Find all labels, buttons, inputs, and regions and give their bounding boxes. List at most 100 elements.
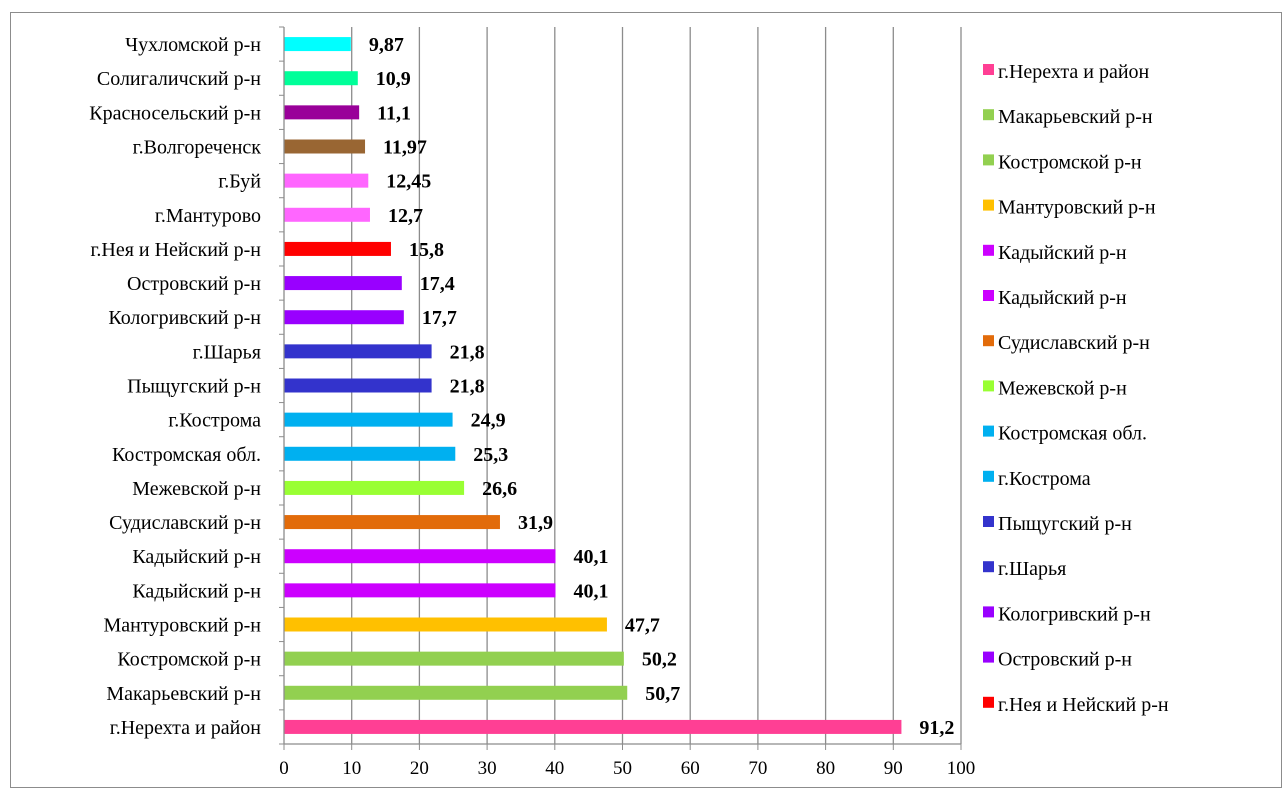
data-label: 15,8 <box>409 239 444 261</box>
legend-swatch <box>983 154 994 166</box>
legend-swatch <box>983 244 994 256</box>
legend-swatch <box>983 651 994 663</box>
legend-label: Мантуровский р-н <box>998 197 1156 219</box>
data-label: 11,1 <box>377 102 411 124</box>
x-tick-label: 0 <box>279 758 289 779</box>
legend-swatch <box>983 561 994 573</box>
category-label: Межевской р-н <box>132 478 261 500</box>
gridlines <box>351 27 962 744</box>
legend-swatch <box>983 516 994 527</box>
x-tick-label: 100 <box>947 758 976 779</box>
category-label: Мантуровский р-н <box>103 615 261 637</box>
bar <box>284 617 607 632</box>
legend-swatch <box>983 64 994 75</box>
data-label: 17,4 <box>420 273 455 295</box>
bar <box>284 651 624 666</box>
bar <box>284 105 360 120</box>
bar <box>284 241 391 256</box>
bar <box>284 446 456 461</box>
category-label: г.Нея и Нейский р-н <box>90 239 261 261</box>
data-label: 21,8 <box>450 376 485 398</box>
legend-label: Костромская обл. <box>998 423 1147 445</box>
x-tick-label: 50 <box>613 758 632 779</box>
data-label: 26,6 <box>482 478 517 500</box>
bar <box>284 549 556 564</box>
x-tick-label: 80 <box>816 758 835 779</box>
bars: 91,2 50,7 50,2 47,7 40,1 40,1 31,926,6 25,3 24,9… <box>284 34 954 739</box>
data-label: 17,7 <box>422 307 457 329</box>
category-label: Кадыйский р-н <box>132 580 261 602</box>
category-label: Судиславский р-н <box>109 512 261 534</box>
bar <box>284 207 370 222</box>
legend: г.Нерехта и район Макарьевский р-н Костром… <box>983 61 1169 716</box>
category-label: г.Мантурово <box>155 205 261 227</box>
bar <box>284 37 351 52</box>
x-tick-label: 40 <box>545 758 564 779</box>
x-tick-label: 20 <box>410 758 429 779</box>
bar <box>284 685 628 700</box>
legend-label: Кадыйский р-н <box>998 242 1127 264</box>
category-label: г.Кострома <box>168 410 261 432</box>
bar <box>284 310 404 325</box>
data-label: 10,9 <box>376 68 411 90</box>
legend-label: Костромской р-н <box>998 151 1142 173</box>
bar <box>284 344 432 359</box>
category-label: Чухломской р-н <box>125 34 261 56</box>
bar <box>284 139 366 154</box>
bar <box>284 515 500 530</box>
legend-swatch <box>983 109 994 121</box>
x-tick-label: 10 <box>342 758 361 779</box>
legend-label: Кадыйский р-н <box>998 287 1127 309</box>
x-tick-label: 70 <box>748 758 767 779</box>
bar-chart: 91,2 50,7 50,2 47,7 40,1 40,1 31,926,6 25,3 24,9… <box>89 26 1169 779</box>
data-label: 11,97 <box>383 137 427 159</box>
legend-label: г.Шарья <box>998 558 1066 580</box>
category-label: Кологривский р-н <box>108 307 261 329</box>
data-label: 40,1 <box>573 580 608 602</box>
data-label: 9,87 <box>369 34 404 56</box>
bar <box>284 412 453 427</box>
category-label: Костромская обл. <box>112 444 261 466</box>
data-label: 21,8 <box>450 341 485 363</box>
data-label: 47,7 <box>625 615 660 637</box>
x-tick-label: 60 <box>681 758 700 779</box>
legend-label: Пыщугский р-н <box>998 513 1132 535</box>
category-label: Макарьевский р-н <box>106 683 261 705</box>
data-label: 50,2 <box>642 649 677 671</box>
bar <box>284 583 556 598</box>
legend-swatch <box>983 290 994 301</box>
legend-label: Межевской р-н <box>998 377 1127 399</box>
category-label: Красносельский р-н <box>89 102 261 124</box>
chart-frame: 91,2 50,7 50,2 47,7 40,1 40,1 31,9 26,6 25,3 24,9… <box>10 12 1282 788</box>
category-label: Островский р-н <box>127 273 261 295</box>
data-label: 91,2 <box>919 717 954 739</box>
data-label: 12,7 <box>388 205 423 227</box>
bar <box>284 719 902 734</box>
category-label: г.Нерехта и район <box>110 717 262 739</box>
bar <box>284 276 402 291</box>
data-label: 25,3 <box>473 444 508 466</box>
legend-label: Макарьевский р-н <box>998 106 1153 128</box>
bar <box>284 378 432 393</box>
legend-label: Кологривский р-н <box>998 603 1151 625</box>
category-label: г.Буй <box>218 171 261 193</box>
category-label: Костромской р-н <box>117 649 261 671</box>
data-label: 24,9 <box>471 410 506 432</box>
category-label: Солигаличский р-н <box>97 68 261 90</box>
legend-swatch <box>983 606 994 618</box>
legend-swatch <box>983 425 994 437</box>
category-label: г.Волгореченск <box>133 137 262 159</box>
data-label: 40,1 <box>573 546 608 568</box>
legend-label: г.Нерехта и район <box>998 61 1150 83</box>
legend-swatch <box>983 199 994 211</box>
category-label: Кадыйский р-н <box>132 546 261 568</box>
legend-label: г.Кострома <box>998 468 1091 490</box>
bar <box>284 480 465 495</box>
axes: 0 10 20 30 40 50 60 70 80 90 100 г.Нерехта и район М… <box>89 26 976 779</box>
legend-label: Островский р-н <box>998 649 1132 671</box>
legend-swatch <box>983 470 994 482</box>
legend-label: г.Нея и Нейский р-н <box>998 694 1169 716</box>
bar <box>284 173 369 188</box>
bar <box>284 71 358 86</box>
data-label: 31,9 <box>518 512 553 534</box>
